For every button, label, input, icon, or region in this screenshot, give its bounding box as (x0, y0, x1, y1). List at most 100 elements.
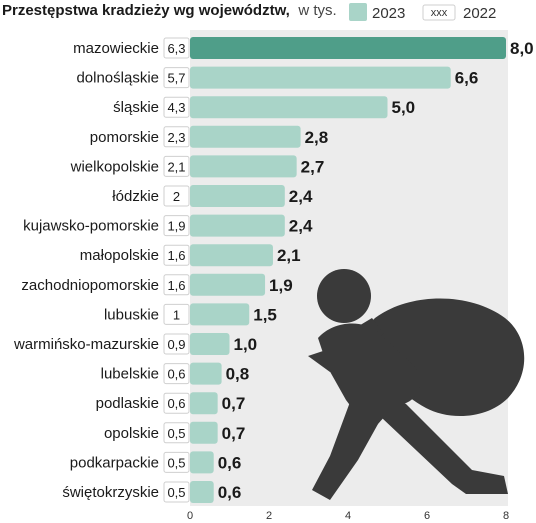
chart-title-unit: w tys. (297, 2, 336, 19)
bar (190, 96, 388, 119)
bar-row: małopolskie 1,6 2,1 (80, 244, 301, 267)
previous-value-box (163, 451, 190, 473)
previous-value-label: 0,5 (167, 485, 185, 500)
value-label: 1,0 (234, 335, 258, 354)
value-label: 2,8 (305, 128, 329, 147)
previous-value-label: 0,6 (167, 367, 185, 382)
bar-row: zachodniopomorskie 1,6 1,9 (21, 273, 293, 296)
bar (190, 125, 301, 148)
legend-current-label: 2023 (372, 5, 405, 22)
bar (190, 333, 230, 355)
category-label: małopolskie (80, 247, 159, 264)
x-tick-label: 6 (424, 510, 430, 522)
bar (190, 273, 266, 296)
x-axis-ticks: 0 2 4 6 8 (187, 510, 509, 522)
previous-value-label: 0,6 (167, 396, 185, 411)
category-label: pomorskie (90, 129, 159, 146)
value-label: 1,5 (253, 305, 277, 324)
legend-marker-box (422, 4, 456, 21)
value-label: 0,8 (226, 365, 250, 384)
legend-previous-label: 2022 (463, 5, 496, 22)
previous-value-label: 1,6 (167, 248, 185, 263)
value-label: 5,0 (392, 98, 416, 117)
previous-value-label: 0,5 (167, 455, 185, 470)
bar-row: warmińsko-mazurskie 0,9 1,0 (13, 333, 257, 355)
previous-value-box (163, 303, 190, 325)
value-label: 0,6 (218, 483, 242, 502)
category-label: zachodniopomorskie (21, 277, 159, 294)
bar (190, 362, 222, 385)
previous-value-label: 2 (173, 189, 180, 204)
legend-swatch (349, 3, 367, 21)
category-label: podlaskie (96, 395, 159, 412)
thief-with-sack-icon (308, 269, 525, 500)
category-label: podkarpackie (70, 454, 159, 471)
previous-value-box (163, 392, 190, 414)
category-label: warmińsko-mazurskie (13, 336, 159, 353)
previous-value-label: 2,1 (167, 159, 185, 174)
category-label: kujawsko-pomorskie (23, 218, 159, 235)
bar-row: podkarpackie 0,5 0,6 (70, 451, 242, 474)
previous-value-box (163, 185, 190, 207)
chart-title-main: Przestępstwa kradzieży wg województw, (2, 2, 290, 19)
previous-value-box (163, 155, 190, 177)
previous-value-label: 1 (173, 307, 180, 322)
category-label: śląskie (113, 99, 159, 116)
bar-row: podlaskie 0,6 0,7 (96, 392, 246, 415)
thief-leg-back (312, 402, 378, 500)
bar-row: pomorskie 2,3 2,8 (90, 125, 329, 148)
previous-value-box (163, 333, 190, 355)
category-label: mazowieckie (73, 40, 159, 57)
value-label: 2,7 (301, 157, 325, 176)
value-label: 2,1 (277, 246, 301, 265)
thief-head (317, 269, 371, 323)
category-label: łódzkie (112, 188, 159, 205)
x-tick-label: 0 (187, 510, 193, 522)
previous-value-box (163, 274, 190, 296)
category-label: dolnośląskie (76, 70, 159, 87)
previous-value-box (163, 422, 190, 444)
category-label: świętokrzyskie (62, 484, 159, 501)
previous-value-box (163, 363, 190, 385)
legend-marker-text: xxx (431, 7, 448, 19)
previous-value-box (163, 67, 190, 89)
previous-value-label: 1,9 (167, 219, 185, 234)
thief-arm (308, 350, 346, 372)
legend: 2023 xxx 2022 (349, 3, 496, 22)
bar (190, 155, 297, 178)
value-label: 0,7 (222, 394, 246, 413)
category-label: opolskie (104, 425, 159, 442)
thief-leg-front (382, 398, 508, 494)
previous-value-label: 0,9 (167, 337, 185, 352)
previous-value-label: 6,3 (167, 41, 185, 56)
x-tick-label: 8 (503, 510, 509, 522)
value-label: 8,0 (510, 39, 534, 58)
bar-row: opolskie 0,5 0,7 (104, 421, 246, 444)
previous-value-box (163, 244, 190, 266)
value-label: 6,6 (455, 69, 479, 88)
previous-value-label: 1,6 (167, 278, 185, 293)
previous-value-box (163, 481, 190, 503)
bar (190, 214, 285, 237)
bar-row: śląskie 4,3 5,0 (113, 96, 416, 119)
previous-value-label: 0,5 (167, 426, 185, 441)
bar-row: lubuskie 1 1,5 (104, 303, 277, 326)
previous-value-box (163, 96, 190, 118)
bar-row: kujawsko-pomorskie 1,9 2,4 (23, 214, 313, 237)
bar-row: łódzkie 2 2,4 (112, 185, 313, 207)
value-label: 1,9 (269, 276, 293, 295)
value-label: 0,6 (218, 453, 242, 472)
bar-row: lubelskie 0,6 0,8 (101, 362, 250, 385)
chart-title: Przestępstwa kradzieży wg województw, w … (2, 2, 337, 19)
category-label: lubuskie (104, 306, 159, 323)
category-label: wielkopolskie (70, 158, 159, 175)
bar (190, 481, 214, 503)
bar (190, 303, 250, 326)
previous-value-box (163, 215, 190, 237)
previous-value-label: 4,3 (167, 100, 185, 115)
previous-value-box (163, 37, 190, 59)
previous-value-box (163, 126, 190, 148)
bar (190, 185, 285, 207)
value-label: 0,7 (222, 424, 246, 443)
